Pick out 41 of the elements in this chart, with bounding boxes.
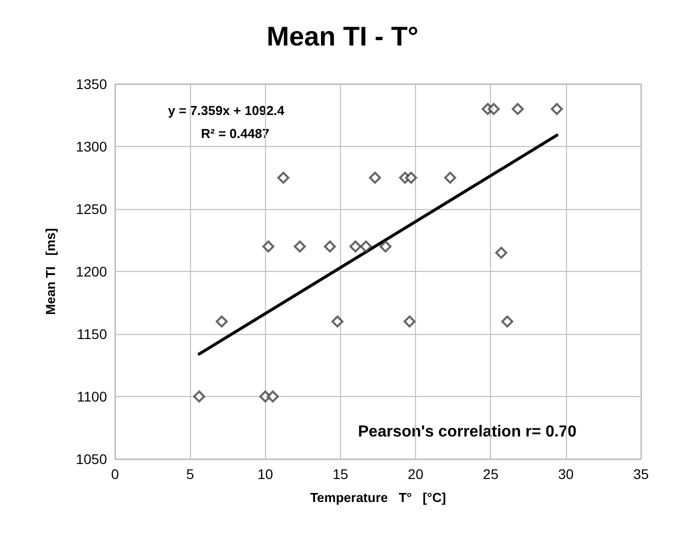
x-tick-label: 5: [186, 466, 194, 482]
point: [380, 240, 392, 252]
point: [349, 240, 362, 252]
y-tick-label: 1100: [76, 388, 108, 404]
x-tick-label: 0: [111, 466, 120, 482]
point: [216, 316, 228, 328]
y-tick-label: 1250: [76, 201, 108, 217]
point: [266, 390, 279, 402]
y-tick-label: 1350: [76, 76, 108, 92]
y-tick-label: 1200: [76, 264, 108, 280]
point: [324, 240, 336, 252]
x-tick-label: 15: [332, 466, 348, 482]
annotation: y = 7.359x + 1092.4: [168, 103, 286, 118]
point: [331, 316, 344, 328]
point: [512, 103, 524, 115]
annotation: R² = 0.4487: [201, 126, 270, 141]
point: [404, 316, 416, 328]
point: [368, 172, 381, 184]
chart-title: Mean TI - T°: [266, 22, 418, 52]
y-tick-label: 1150: [76, 326, 108, 342]
point: [405, 172, 418, 184]
point: [501, 316, 514, 328]
y-tick-label: 1300: [76, 138, 108, 154]
x-tick-label: 35: [633, 466, 649, 482]
point: [262, 240, 274, 252]
x-axis-title: Temperature T° [°C]: [310, 490, 446, 505]
x-tick-label: 20: [408, 466, 424, 482]
point: [360, 240, 372, 252]
x-tick-label: 10: [257, 466, 274, 482]
point: [488, 103, 500, 115]
y-axis-title: Mean TI [ms]: [43, 228, 58, 315]
point: [294, 240, 306, 252]
point: [444, 172, 456, 184]
point: [193, 390, 206, 402]
point: [550, 103, 563, 115]
y-tick-label: 1050: [76, 451, 108, 467]
x-tick-label: 25: [482, 466, 499, 482]
point: [277, 172, 290, 184]
point: [495, 246, 508, 259]
annotation: Pearson's correlation r= 0.70: [358, 424, 577, 440]
x-tick-label: 30: [558, 466, 574, 482]
